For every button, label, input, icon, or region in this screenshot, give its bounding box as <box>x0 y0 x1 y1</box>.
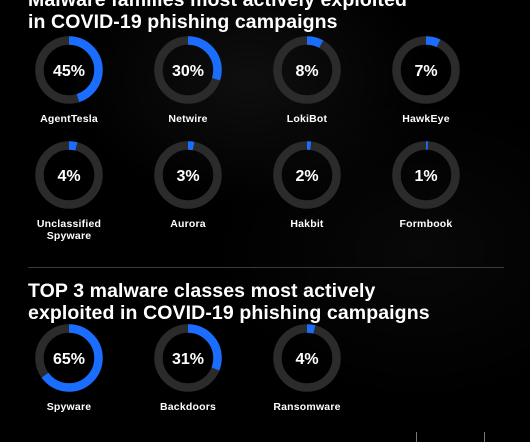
section-2-title-line-1: TOP 3 malware classes most actively <box>28 280 376 302</box>
donut-chart: 45% <box>35 36 103 104</box>
section-1-title-line-2: in COVID-19 phishing campaigns <box>28 11 338 33</box>
donut-percent-label: 31% <box>172 351 204 368</box>
donut-percent-label: 1% <box>414 168 437 185</box>
donut-category-label: Unclassified Spyware <box>36 218 102 242</box>
donut-chart: 31% <box>154 324 222 392</box>
donut-value-arc <box>273 141 341 209</box>
donut-value-arc <box>35 141 103 209</box>
donut-chart: 7% <box>392 36 460 104</box>
donut-percent-label: 8% <box>295 63 318 80</box>
donut-category-label: Backdoors <box>159 401 217 413</box>
donut-category-label: Spyware <box>46 401 92 413</box>
donut-ransomware: 4% Ransomware <box>257 320 357 413</box>
donut-category-label: AgentTesla <box>40 113 98 125</box>
donut-value-arc <box>273 324 341 392</box>
section-divider <box>28 267 504 268</box>
donut-chart: 30% <box>154 36 222 104</box>
donut-hawkeye: 7% HawkEye <box>376 32 476 125</box>
donut-chart: 2% <box>273 141 341 209</box>
donut-percent-label: 65% <box>53 351 85 368</box>
donut-percent-label: 4% <box>295 351 318 368</box>
donut-chart: 4% <box>273 324 341 392</box>
donut-formbook: 1% Formbook <box>376 137 476 230</box>
donut-value-arc <box>392 141 460 209</box>
donut-percent-label: 2% <box>295 168 318 185</box>
section-1-title: Malware families most actively exploited… <box>28 0 407 33</box>
donut-value-arc <box>273 36 341 104</box>
donut-category-label: LokiBot <box>286 113 328 125</box>
donut-aurora: 3% Aurora <box>138 137 238 230</box>
donut-percent-label: 3% <box>176 168 199 185</box>
donut-hakbit: 2% Hakbit <box>257 137 357 230</box>
donut-unclassified-spyware: 4% Unclassified Spyware <box>19 137 119 242</box>
donut-chart: 1% <box>392 141 460 209</box>
donut-category-label: Formbook <box>399 218 453 230</box>
donut-category-label: HawkEye <box>402 113 450 125</box>
donut-chart: 3% <box>154 141 222 209</box>
donut-value-arc <box>154 141 222 209</box>
donut-percent-label: 30% <box>172 63 204 80</box>
donut-category-label: Hakbit <box>290 218 324 230</box>
donut-percent-label: 45% <box>53 63 85 80</box>
donut-category-label: Ransomware <box>273 401 341 413</box>
donut-chart: 4% <box>35 141 103 209</box>
section-2-title: TOP 3 malware classes most actively explo… <box>28 280 430 324</box>
donut-category-label: Netwire <box>168 113 208 125</box>
footer-tick <box>416 432 417 442</box>
section-1-title-line-1: Malware families most actively exploited <box>28 0 407 11</box>
donut-agenttesla: 45% AgentTesla <box>19 32 119 125</box>
donut-value-arc <box>154 36 222 104</box>
footer-tick <box>484 432 485 442</box>
donut-netwire: 30% Netwire <box>138 32 238 125</box>
donut-value-arc <box>154 324 222 392</box>
donut-backdoors: 31% Backdoors <box>138 320 238 413</box>
donut-percent-label: 7% <box>414 63 437 80</box>
section-2-title-line-2: exploited in COVID-19 phishing campaigns <box>28 302 430 324</box>
donut-category-label: Aurora <box>170 218 206 230</box>
donut-value-arc <box>35 36 103 104</box>
donut-value-arc <box>392 36 460 104</box>
donut-chart: 8% <box>273 36 341 104</box>
donut-lokibot: 8% LokiBot <box>257 32 357 125</box>
donut-percent-label: 4% <box>57 168 80 185</box>
donut-chart: 65% <box>35 324 103 392</box>
donut-spyware: 65% Spyware <box>19 320 119 413</box>
donut-value-arc <box>35 324 103 392</box>
